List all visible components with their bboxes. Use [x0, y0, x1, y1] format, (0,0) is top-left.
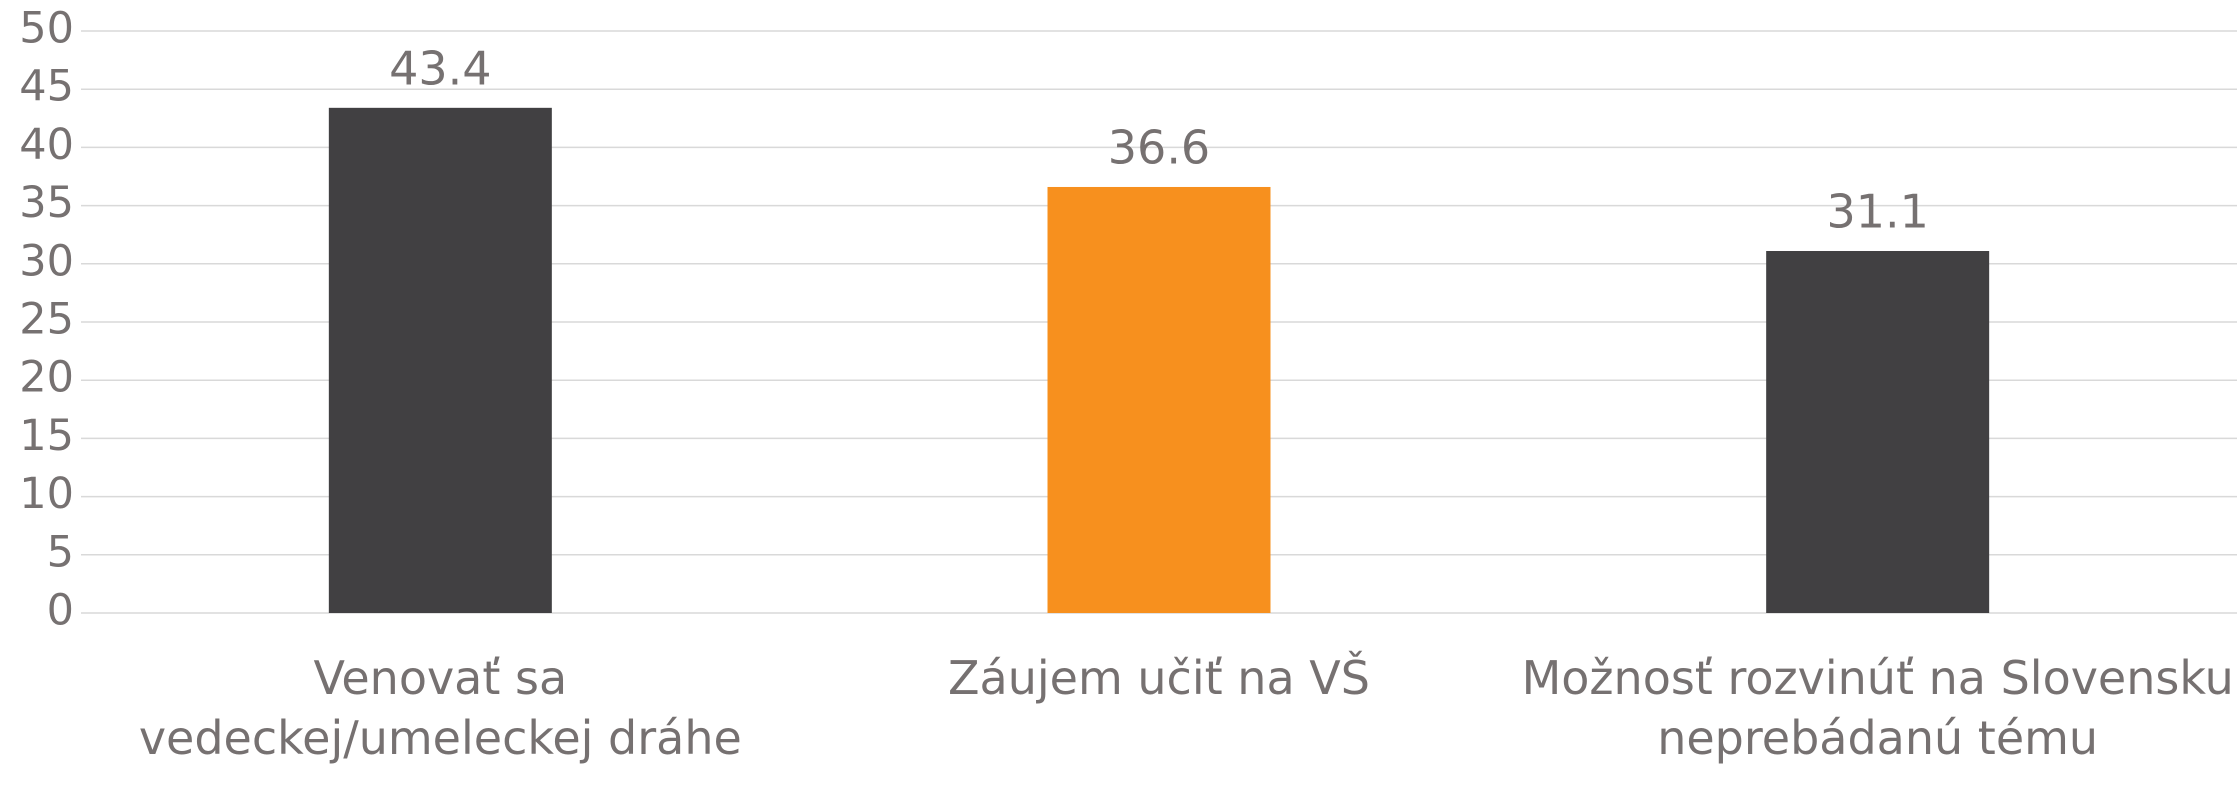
- data-label: 43.4: [389, 41, 491, 95]
- y-tick-label: 10: [19, 469, 74, 519]
- y-tick-label: 0: [47, 586, 74, 636]
- bar: [328, 107, 552, 613]
- x-tick-label: Možnosť rozvinúť na Slovensku neprebádan…: [1521, 651, 2234, 765]
- y-tick-label: 50: [19, 4, 74, 54]
- y-tick-label: 30: [19, 236, 74, 286]
- y-tick-label: 40: [19, 120, 74, 170]
- bar: [1766, 250, 1990, 613]
- y-tick-label: 35: [19, 178, 74, 228]
- y-tick-label: 5: [47, 527, 74, 577]
- data-label: 36.6: [1108, 120, 1210, 174]
- y-tick-label: 45: [19, 62, 74, 112]
- y-tick-label: 20: [19, 353, 74, 403]
- x-tick-label: Venovať sa vedeckej/umeleckej dráhe: [138, 651, 742, 765]
- y-tick-label: 25: [19, 295, 74, 345]
- data-label: 31.1: [1826, 184, 1928, 238]
- x-tick-label: Záujem učiť na VŠ: [948, 651, 1370, 705]
- bar: [1047, 186, 1271, 613]
- y-tick-label: 15: [19, 411, 74, 461]
